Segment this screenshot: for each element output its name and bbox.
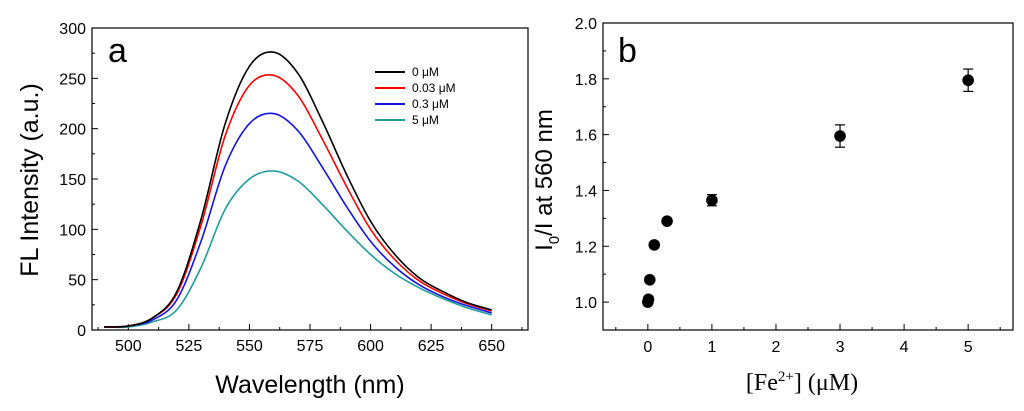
panel-a-x-tick-label: 650 xyxy=(478,338,505,355)
panel-a-y-axis-label: FL Intensity (a.u.) xyxy=(16,83,44,277)
panel-b-x-tick-label: 4 xyxy=(900,339,909,356)
panel-b-data-point xyxy=(648,239,661,251)
panel-b-y-axis-label: I0/I at 560 nm xyxy=(531,109,563,251)
panel-b-y-tick-label: 1.4 xyxy=(575,183,597,200)
panel-a-x-tick-label: 525 xyxy=(176,338,203,355)
panel-b-x-tick-label: 1 xyxy=(707,339,716,356)
panel-a-legend: 0 μM 0.03 μM 0.3 μM 5 μM xyxy=(375,65,456,127)
panel-b-x-tick-label: 0 xyxy=(643,339,652,356)
panel-b-y-tick-label: 1.2 xyxy=(575,239,597,256)
panel-a-chart: 500 525 550 575 600 625 650050100150200250300 … xyxy=(16,21,529,399)
panel-b-data-point xyxy=(661,215,673,227)
panel-a-legend-label: 0.3 μM xyxy=(412,97,449,111)
panel-a-series-line xyxy=(104,73,492,328)
panel-b-x-axis-label: [Fe2+] (μM) xyxy=(746,369,858,396)
panel-a-legend-label: 0 μM xyxy=(412,65,439,79)
panel-a-y-tick-label: 50 xyxy=(68,273,86,290)
panel-b-y-tick-label: 1.8 xyxy=(575,72,597,89)
panel-b-data-point xyxy=(962,74,974,87)
panel-b-y-tick-label: 2.0 xyxy=(575,16,597,33)
panel-a-x-tick-label: 600 xyxy=(357,338,384,355)
panel-a-series-line xyxy=(104,170,492,329)
panel-a-x-tick-label: 625 xyxy=(418,338,445,355)
panel-a-legend-label: 5 μM xyxy=(412,113,439,127)
panel-b-letter: b xyxy=(618,32,637,70)
panel-a-frame xyxy=(91,27,529,331)
panel-a-series-line xyxy=(104,112,492,328)
panel-b-data-point xyxy=(642,293,655,306)
panel-a-y-tick-label: 0 xyxy=(77,323,86,340)
panel-b-x-tick-label: 5 xyxy=(964,339,973,356)
panel-a-y-tick-label: 200 xyxy=(59,122,86,139)
panel-a-x-tick-label: 575 xyxy=(297,338,324,355)
panel-a-legend-label: 0.03 μM xyxy=(412,81,456,95)
panel-b-x-tick-label: 2 xyxy=(772,339,781,356)
panel-b-frame xyxy=(602,22,1014,331)
panel-b-x-tick-label: 3 xyxy=(836,339,845,356)
panel-b-data-point xyxy=(706,194,718,207)
panel-a-letter: a xyxy=(108,32,127,70)
panel-a-y-tick-label: 250 xyxy=(59,71,86,88)
panel-a-y-tick-label: 100 xyxy=(59,222,86,239)
panel-b-y-tick-label: 1.0 xyxy=(575,295,597,312)
panel-b-data-point xyxy=(643,273,656,286)
panel-b-chart: 0 1 2 3 4 5 1.0 1.2 1.4 1.6 1.8 2.0 b [Fe2+] (μM) I… xyxy=(531,16,1014,396)
panel-a-x-axis-label: Wavelength (nm) xyxy=(215,371,404,399)
panel-a-y-tick-label: 150 xyxy=(59,172,86,189)
panel-a-y-tick-label: 300 xyxy=(59,21,86,38)
panel-b-y-tick-label: 1.6 xyxy=(575,128,597,145)
panel-a-x-tick-label: 500 xyxy=(115,338,142,355)
panel-b-data-point xyxy=(834,130,846,142)
panel-a-x-tick-label: 550 xyxy=(236,338,263,355)
panel-a-series-line xyxy=(104,51,492,328)
